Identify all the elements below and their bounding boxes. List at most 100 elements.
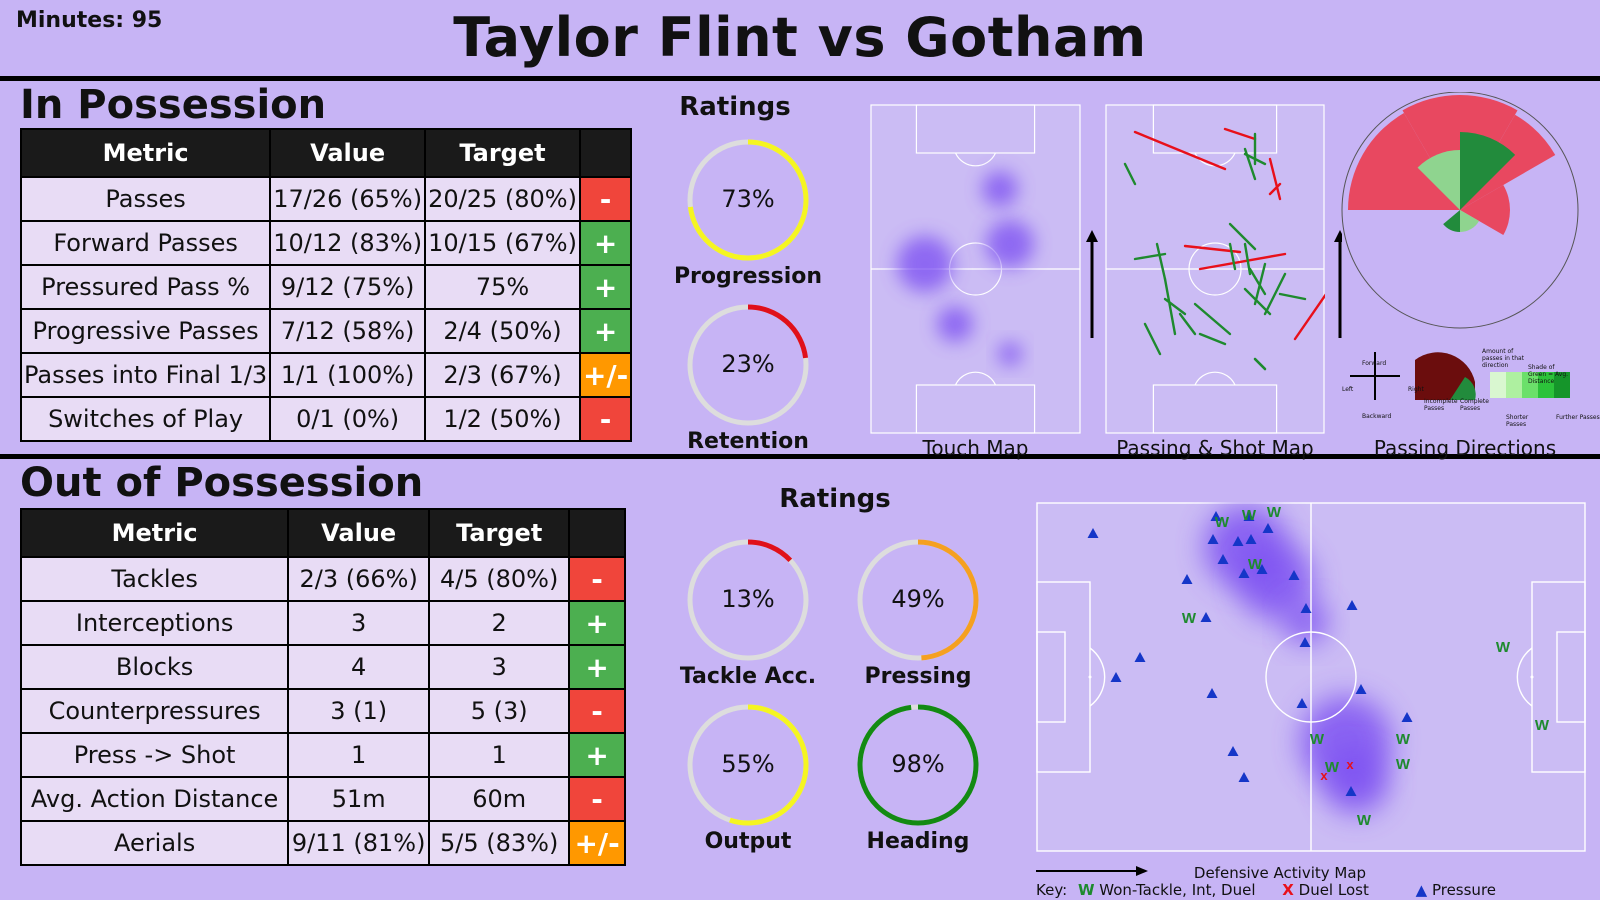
direction-legend — [1350, 352, 1570, 400]
complete-pass — [1143, 322, 1162, 356]
cell-value: 0/1 (0%) — [269, 396, 427, 442]
touch-density-blob — [897, 236, 953, 292]
map-key: Key: W Won-Tackle, Int, Duel X Duel Lost… — [1036, 881, 1496, 899]
legend-backward: Backward — [1362, 413, 1392, 420]
table-row: Forward Passes 10/12 (83%) 10/15 (67%) + — [19, 220, 633, 266]
pressure-marker — [1262, 523, 1274, 533]
complete-pass — [1198, 332, 1227, 346]
gauge-value: 23% — [721, 350, 775, 378]
gauge-value: 73% — [721, 185, 775, 213]
complete-wedge — [1443, 210, 1460, 232]
table-row: Blocks 4 3 + — [19, 644, 626, 690]
gauge-value: 98% — [891, 750, 945, 778]
col-header-value: Value — [287, 508, 431, 558]
gauge-arc — [687, 704, 809, 826]
cell-value: 1/1 (100%) — [269, 352, 427, 398]
cell-target: 5 (3) — [428, 688, 571, 734]
cell-metric: Progressive Passes — [19, 308, 272, 354]
pressure-marker — [1134, 652, 1146, 662]
table-row: Switches of Play 0/1 (0%) 1/2 (50%) - — [19, 396, 633, 442]
status-badge: + — [578, 308, 633, 354]
pressure-marker — [1256, 564, 1268, 574]
gauge-label: Output — [704, 829, 792, 854]
pressure-marker — [1210, 511, 1222, 521]
status-badge: + — [568, 644, 626, 690]
penalty-spot — [1530, 675, 1534, 679]
status-badge: - — [568, 556, 626, 602]
won-marker: W — [1215, 514, 1230, 531]
gauge-arc — [857, 539, 979, 661]
gauge-label: Retention — [687, 429, 809, 454]
touch-map — [870, 104, 1081, 434]
complete-pass — [1228, 242, 1237, 271]
status-badge: - — [578, 176, 633, 222]
pressure-marker — [1401, 712, 1413, 722]
rating-gauge — [857, 539, 979, 661]
table-row: Passes 17/26 (65%) 20/25 (80%) - — [19, 176, 633, 222]
status-badge: + — [568, 600, 626, 646]
cell-target: 3 — [428, 644, 571, 690]
cell-target: 1 — [428, 732, 571, 778]
top-divider — [0, 76, 1600, 81]
status-badge: +/- — [568, 820, 626, 866]
pass-map-caption: Passing & Shot Map — [1116, 436, 1314, 460]
won-marker: W — [1242, 507, 1257, 524]
complete-pass — [1228, 222, 1257, 251]
in-possession-title: In Possession — [20, 82, 327, 128]
rating-gauge — [687, 304, 809, 426]
complete-pass — [1253, 357, 1267, 371]
complete-pass — [1133, 252, 1167, 261]
legend-forward: Forward — [1362, 360, 1387, 367]
cell-value: 51m — [287, 776, 431, 822]
table-row: Interceptions 3 2 + — [19, 600, 626, 646]
cell-metric: Counterpressures — [19, 688, 290, 734]
pressure-marker — [1346, 600, 1358, 610]
gauge-arc — [687, 539, 809, 661]
cell-target: 60m — [428, 776, 571, 822]
cell-target: 10/15 (67%) — [424, 220, 581, 266]
gauge-label: Pressing — [864, 664, 972, 689]
cell-metric: Tackles — [19, 556, 290, 602]
incomplete-pass — [1198, 252, 1287, 271]
legend-amount: Amount of passes in that direction — [1482, 348, 1525, 369]
arrow-head-icon — [1136, 866, 1148, 876]
cell-value: 3 — [287, 600, 431, 646]
pressure-marker — [1227, 746, 1239, 756]
won-marker: W — [1325, 759, 1340, 776]
cell-value: 9/12 (75%) — [269, 264, 427, 310]
complete-wedge — [1460, 132, 1516, 210]
complete-pass — [1278, 292, 1307, 301]
col-header-value: Value — [269, 128, 427, 178]
complete-pass — [1248, 267, 1267, 296]
cell-metric: Pressured Pass % — [19, 264, 272, 310]
table-row: Pressured Pass % 9/12 (75%) 75% + — [19, 264, 633, 310]
incomplete-pass — [1223, 127, 1257, 141]
pressure-marker — [1181, 574, 1193, 584]
centre-circle — [1188, 242, 1242, 296]
won-marker: W — [1396, 756, 1411, 773]
cell-target: 2/4 (50%) — [424, 308, 581, 354]
status-badge: + — [578, 264, 633, 310]
incomplete-wedge — [1460, 185, 1510, 235]
legend-incomplete: Incomplete Passes — [1424, 398, 1458, 412]
penalty-arc — [1089, 647, 1106, 707]
table-row: Aerials 9/11 (81%) 5/5 (83%) +/- — [19, 820, 626, 866]
radar-boundary — [1341, 92, 1579, 329]
pressure-marker — [1296, 698, 1308, 708]
touch-density-blob — [937, 306, 973, 342]
pressure-marker — [1355, 684, 1367, 694]
status-badge: - — [568, 776, 626, 822]
cell-metric: Blocks — [19, 644, 290, 690]
legend-shade-swatch — [1538, 372, 1554, 398]
rating-gauge — [687, 539, 809, 661]
penalty-arc — [1194, 371, 1236, 386]
in-possession-table: Metric Value Target Passes 17/26 (65%) 20/… — [19, 128, 633, 442]
penalty-arc — [1516, 647, 1533, 707]
out-possession-title: Out of Possession — [20, 460, 424, 506]
minutes-label: Minutes: 95 — [16, 8, 163, 33]
incomplete-pass — [1268, 157, 1282, 201]
cell-value: 3 (1) — [287, 688, 431, 734]
cell-target: 1/2 (50%) — [424, 396, 581, 442]
penalty-box — [915, 104, 1036, 154]
